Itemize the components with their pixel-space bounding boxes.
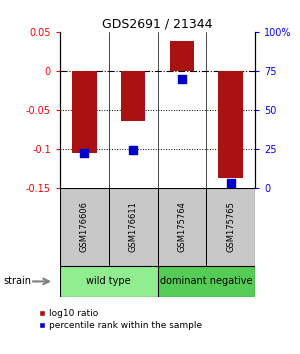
- Text: GSM175765: GSM175765: [226, 201, 235, 252]
- Bar: [121, 71, 145, 121]
- Bar: [60, 266, 158, 297]
- Text: wild type: wild type: [86, 276, 131, 286]
- Text: dominant negative: dominant negative: [160, 276, 253, 286]
- Bar: [206, 188, 255, 266]
- Bar: [60, 188, 109, 266]
- Title: GDS2691 / 21344: GDS2691 / 21344: [102, 18, 213, 31]
- Bar: [158, 266, 255, 297]
- Point: [131, 147, 136, 153]
- Text: strain: strain: [3, 276, 31, 286]
- Point: [82, 150, 87, 156]
- Text: GSM176611: GSM176611: [129, 201, 138, 252]
- Text: GSM176606: GSM176606: [80, 201, 89, 252]
- Point: [228, 180, 233, 186]
- Legend: log10 ratio, percentile rank within the sample: log10 ratio, percentile rank within the …: [34, 306, 206, 333]
- Text: GSM175764: GSM175764: [177, 201, 186, 252]
- Bar: [218, 71, 243, 178]
- Point: [179, 76, 184, 81]
- Bar: [109, 188, 158, 266]
- Bar: [170, 41, 194, 71]
- Bar: [72, 71, 97, 153]
- Bar: [158, 188, 206, 266]
